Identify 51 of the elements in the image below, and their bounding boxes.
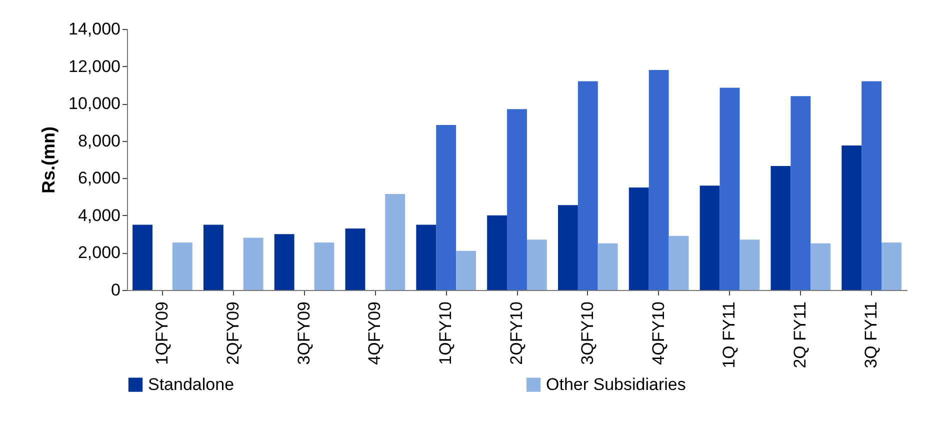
y-tick-label: 6,000 [78,168,120,188]
x-tick-label: 1QFY09 [152,302,172,365]
bar [526,240,547,290]
y-tick-label: 12,000 [68,56,120,76]
bar [314,242,334,290]
y-axis-title: Rs.(mn) [38,126,59,194]
bar [578,81,598,290]
bar [862,81,882,290]
bar [274,234,294,290]
bar [790,96,811,290]
x-tick-label: 2QFY10 [507,302,526,365]
y-tick-label: 2,000 [78,243,120,262]
x-tick-label: 1Q FY11 [720,302,739,368]
bar [416,224,436,290]
legend-label: Standalone [148,374,234,394]
bar [770,166,791,290]
bar [842,146,862,290]
bar [436,125,456,290]
bar [740,240,760,290]
x-tick-label: 3QFY09 [294,302,314,365]
bar [700,186,720,290]
bar [172,242,192,290]
y-tick-label: 8,000 [78,131,120,150]
y-tick-label: 0 [111,280,120,300]
bar [456,250,476,290]
bar [203,224,224,290]
x-tick-label: 4QFY09 [365,302,384,365]
bar [648,70,669,290]
y-tick-label: 14,000 [68,20,120,38]
bar [243,238,264,290]
bar [507,109,527,290]
x-tick-label: 1QFY10 [436,302,456,365]
bar [668,236,689,290]
x-tick-label: 3Q FY11 [862,302,881,368]
y-tick-label: 10,000 [68,94,120,114]
bar [628,187,649,290]
bar [882,242,902,290]
bar [385,194,406,290]
bar [487,215,508,290]
x-tick-label: 2Q FY11 [790,302,810,368]
bar [598,243,618,290]
bar [558,205,578,290]
y-tick-label: 4,000 [78,206,120,225]
bar [720,88,740,290]
bar [345,228,366,290]
x-tick-label: 4QFY10 [648,302,668,365]
bar [810,243,831,290]
legend-label: Other Subsidiaries [546,374,686,394]
bar [132,224,152,290]
x-tick-label: 2QFY09 [223,302,242,365]
x-tick-label: 3QFY10 [578,302,597,365]
